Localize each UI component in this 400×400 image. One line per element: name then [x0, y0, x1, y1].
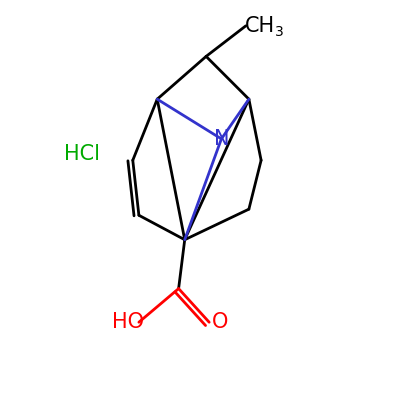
Text: N: N: [214, 129, 229, 149]
Text: HO: HO: [112, 312, 144, 332]
Text: 3: 3: [275, 25, 284, 39]
Text: O: O: [212, 312, 228, 332]
Text: CH: CH: [244, 16, 275, 36]
Text: HCl: HCl: [64, 144, 100, 164]
